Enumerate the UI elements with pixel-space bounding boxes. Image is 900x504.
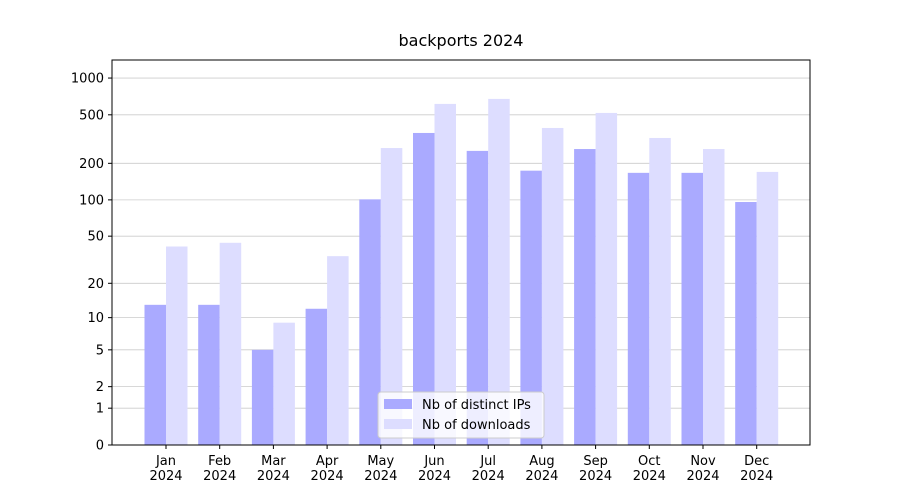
bar — [595, 112, 618, 445]
bar — [703, 149, 725, 446]
legend-swatch — [384, 419, 412, 429]
x-tick-label: Jun 2024 — [418, 454, 451, 484]
y-tick-label: 0 — [96, 439, 104, 454]
bar — [756, 171, 779, 446]
bar — [144, 304, 166, 445]
bar — [166, 246, 188, 445]
y-tick-label: 10 — [87, 311, 104, 326]
bar — [627, 172, 650, 445]
y-tick-label: 20 — [87, 277, 104, 292]
bar — [681, 172, 703, 445]
plot-frame — [111, 59, 811, 446]
x-tick-label: Aug 2024 — [525, 454, 558, 484]
bar — [574, 149, 596, 446]
bar — [273, 322, 295, 445]
x-tick-label: May 2024 — [364, 454, 397, 484]
x-tick-label: Apr 2024 — [311, 454, 344, 484]
x-tick-label: Sep 2024 — [579, 454, 612, 484]
bar — [219, 242, 242, 445]
legend-label: Nb of distinct IPs — [422, 398, 531, 413]
x-tick-label: Oct 2024 — [633, 454, 666, 484]
x-tick-label: Feb 2024 — [203, 454, 236, 484]
bar — [735, 202, 757, 445]
bar — [359, 199, 381, 445]
bar — [305, 308, 328, 445]
x-tick-label: Jan 2024 — [149, 454, 182, 484]
bar — [327, 256, 349, 445]
y-tick-label: 50 — [87, 230, 104, 245]
bar — [488, 98, 510, 445]
chart-title: backports 2024 — [399, 31, 524, 50]
x-tick-label: Jul 2024 — [472, 454, 505, 484]
y-tick-label: 1000 — [71, 72, 104, 87]
legend-box — [377, 391, 545, 439]
x-tick-label: Dec 2024 — [740, 454, 773, 484]
y-tick-label: 2 — [96, 380, 104, 395]
y-tick-label: 500 — [79, 108, 104, 123]
x-tick-label: Nov 2024 — [686, 454, 719, 484]
y-tick-label: 1 — [96, 402, 104, 417]
bar — [541, 127, 564, 445]
y-tick-label: 200 — [79, 157, 104, 172]
bar — [649, 137, 671, 445]
bar — [380, 148, 403, 446]
bar — [520, 170, 542, 445]
bar — [251, 349, 274, 445]
legend-swatch — [384, 399, 412, 409]
bar — [434, 103, 456, 445]
legend-label: Nb of downloads — [422, 418, 531, 433]
x-tick-label: Mar 2024 — [257, 454, 290, 484]
bar — [413, 132, 435, 445]
bar — [198, 304, 220, 445]
y-tick-label: 5 — [96, 343, 104, 358]
bar — [466, 150, 489, 446]
y-tick-label: 100 — [79, 193, 104, 208]
